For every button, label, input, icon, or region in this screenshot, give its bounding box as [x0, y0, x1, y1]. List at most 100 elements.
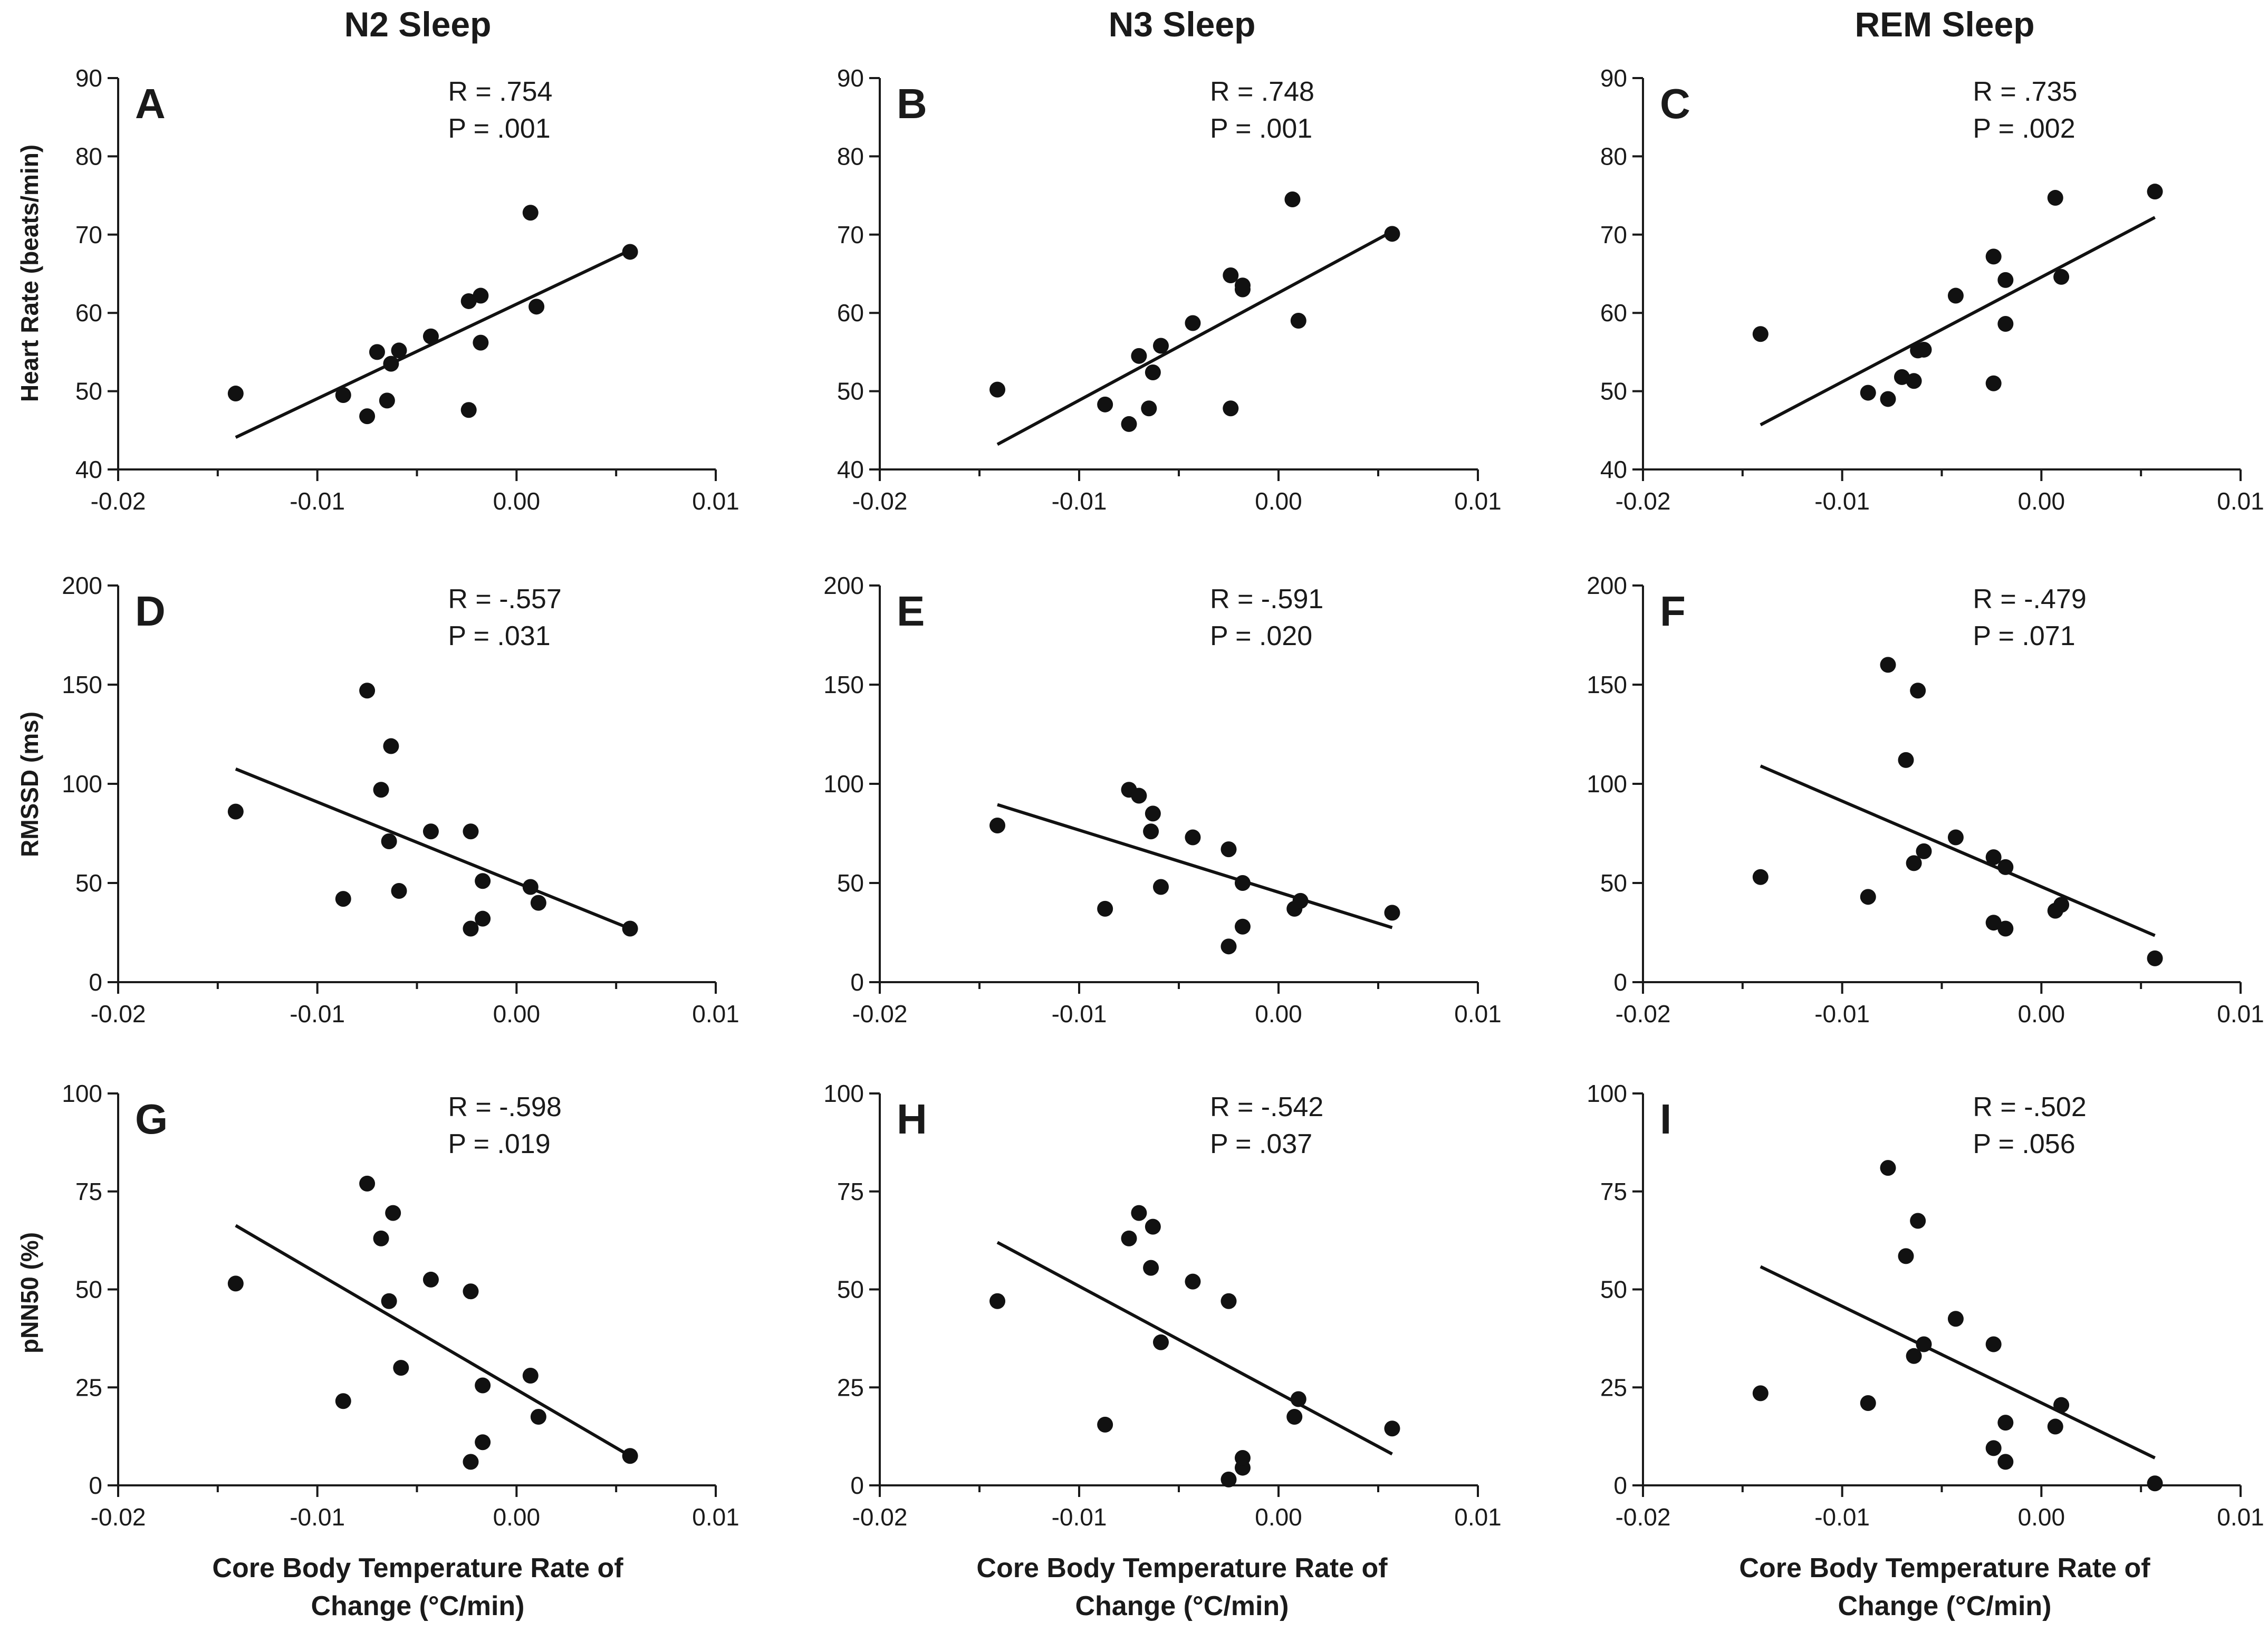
data-point — [473, 287, 489, 304]
x-tick-label: -0.01 — [290, 1503, 345, 1531]
x-tick-label: 0.01 — [692, 487, 739, 515]
data-point — [1185, 315, 1201, 331]
data-point — [1292, 892, 1309, 909]
x-tick-label: -0.01 — [1814, 1503, 1870, 1531]
data-point — [1985, 375, 2002, 391]
data-point — [1898, 1248, 1914, 1264]
y-tick-label: 200 — [823, 572, 864, 599]
data-point — [1221, 1471, 1237, 1487]
y-tick-label: 50 — [1600, 869, 1627, 897]
y-tick-label: 100 — [62, 770, 102, 798]
panel-letter: H — [897, 1096, 927, 1143]
data-point — [393, 1360, 409, 1376]
panel-h: 0 25 50 75 100 -0.02 -0.01 0.00 0.01 H R = -.542 P … — [823, 1080, 1502, 1531]
data-point — [391, 883, 407, 899]
y-tick-label: 100 — [1587, 1080, 1627, 1107]
data-point — [1290, 1391, 1306, 1407]
data-point — [373, 782, 389, 798]
panel-e: 0 50 100 150 200 -0.02 -0.01 0.00 0.01 E R = -.591… — [823, 572, 1502, 1028]
data-point — [522, 879, 539, 895]
data-point — [1947, 1311, 1964, 1327]
x-tick-label: 0.00 — [493, 487, 541, 515]
x-tick-label: 0.01 — [2217, 1503, 2264, 1531]
data-point — [1860, 1395, 1876, 1411]
y-tick-label: 50 — [75, 378, 102, 405]
data-point — [622, 244, 638, 260]
data-point — [373, 1230, 389, 1246]
data-point — [622, 1448, 638, 1464]
regression-line — [1760, 1265, 2156, 1460]
regression-line — [235, 1224, 631, 1457]
data-point — [2053, 1397, 2070, 1413]
data-point — [1880, 657, 1896, 673]
stat-p: P = .019 — [448, 1129, 550, 1159]
data-point — [422, 1271, 439, 1288]
data-point — [369, 344, 385, 360]
x-axis-label-n2-line1: Core Body Temperature Rate of — [212, 1553, 623, 1583]
column-title-n3: N3 Sleep — [1109, 5, 1256, 44]
y-tick-label: 90 — [1600, 64, 1627, 92]
panel-letter: I — [1660, 1096, 1671, 1143]
data-point — [1752, 1385, 1769, 1401]
data-point — [1906, 1348, 1922, 1364]
y-tick-label: 0 — [850, 968, 864, 996]
data-point — [1143, 823, 1159, 840]
y-tick-label: 100 — [1587, 770, 1627, 798]
x-axis-label-n3-line1: Core Body Temperature Rate of — [976, 1553, 1388, 1583]
panel-letter: G — [135, 1096, 168, 1143]
stat-r: R = .735 — [1973, 76, 2077, 107]
data-point — [528, 299, 545, 315]
panel-letter: D — [135, 588, 166, 635]
x-tick-label: 0.00 — [493, 1000, 541, 1028]
y-tick-label: 50 — [1600, 378, 1627, 405]
data-point — [2147, 1475, 2163, 1492]
stat-p: P = .020 — [1210, 621, 1312, 651]
stat-r: R = .754 — [448, 76, 552, 107]
y-tick-label: 50 — [75, 869, 102, 897]
data-point — [2147, 184, 2163, 200]
data-point — [379, 392, 395, 409]
data-point — [1916, 1336, 1932, 1352]
data-point — [1997, 1454, 2014, 1470]
x-tick-label: -0.02 — [91, 1000, 146, 1028]
stat-r: R = -.557 — [448, 584, 561, 615]
panel-f: 0 50 100 150 200 -0.02 -0.01 0.00 0.01 F R = -.479… — [1587, 572, 2264, 1028]
x-tick-label: 0.00 — [1255, 1503, 1302, 1531]
stat-p: P = .056 — [1973, 1129, 2075, 1159]
stat-p: P = .001 — [1210, 113, 1312, 144]
regression-line — [996, 1241, 1393, 1456]
y-tick-label: 50 — [837, 378, 864, 405]
data-point — [1097, 1416, 1113, 1433]
y-tick-label: 70 — [837, 221, 864, 248]
y-tick-label: 25 — [837, 1374, 864, 1401]
x-tick-label: -0.02 — [91, 487, 146, 515]
y-tick-label: 60 — [1600, 299, 1627, 327]
x-tick-label: -0.02 — [1616, 1000, 1671, 1028]
x-tick-label: 0.00 — [2018, 487, 2065, 515]
y-tick-label: 75 — [1600, 1178, 1627, 1205]
data-point — [227, 1275, 244, 1292]
data-point — [1145, 364, 1161, 380]
data-point — [1284, 191, 1301, 208]
data-point — [1384, 905, 1400, 921]
data-point — [1131, 788, 1147, 804]
panels-layer: 40 50 60 70 80 90 -0.02 -0.01 0.00 0.01 A R = .754 P… — [62, 64, 2264, 1531]
stat-r: R = -.542 — [1210, 1092, 1323, 1122]
data-point — [1097, 900, 1113, 917]
data-point — [1906, 855, 1922, 871]
regression-line — [996, 230, 1393, 446]
panel-b: 40 50 60 70 80 90 -0.02 -0.01 0.00 0.01 B R = .748 P… — [837, 64, 1502, 515]
data-point — [1860, 385, 1876, 401]
y-tick-label: 70 — [75, 221, 102, 248]
data-point — [475, 1377, 491, 1394]
data-point — [1985, 1440, 2002, 1456]
data-point — [522, 1367, 539, 1384]
data-point — [1894, 369, 1910, 385]
data-point — [1985, 849, 2002, 866]
data-point — [1234, 918, 1251, 935]
panel-letter: A — [135, 80, 166, 127]
data-point — [1752, 326, 1769, 342]
data-point — [1141, 400, 1157, 417]
data-point — [1145, 805, 1161, 822]
panel-letter: E — [897, 588, 925, 635]
